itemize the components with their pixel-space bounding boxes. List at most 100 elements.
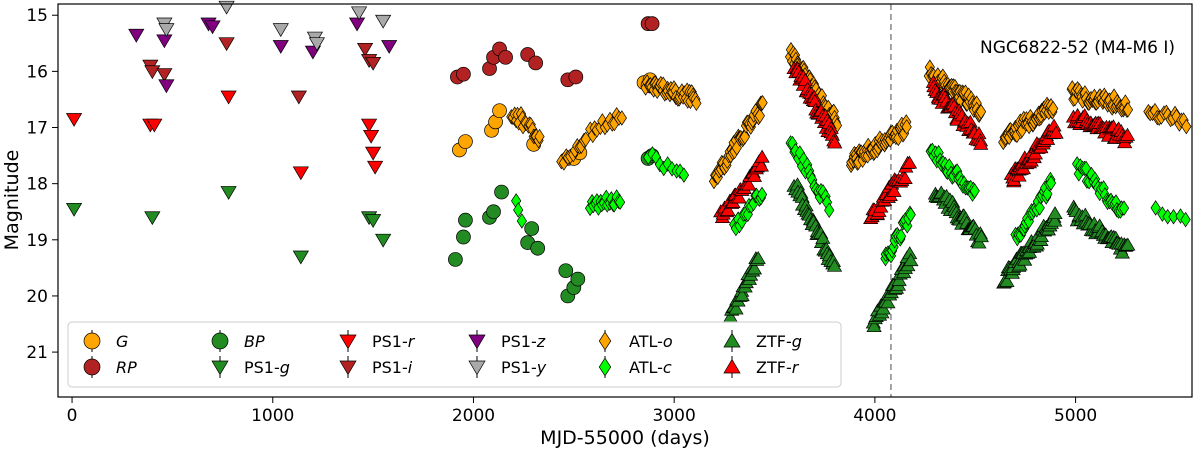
legend-label: BP: [244, 332, 265, 351]
data-point: [746, 168, 763, 182]
data-point: [720, 202, 736, 216]
legend-marker: [339, 334, 357, 350]
data-point: [741, 177, 757, 191]
y-tick-label: 16: [26, 62, 48, 82]
legend-item-ATL-c: ATL-c: [598, 356, 672, 378]
legend-marker: [598, 331, 612, 351]
data-point: [524, 221, 540, 236]
data-point: [901, 155, 918, 169]
data-point: [492, 103, 507, 119]
data-point: [824, 202, 835, 219]
data-point: [756, 186, 768, 203]
legend-label: PS1-g: [244, 358, 290, 377]
data-point: [1150, 200, 1161, 216]
series-RP: [450, 16, 660, 88]
data-point: [1114, 245, 1130, 259]
data-point: [65, 202, 83, 217]
data-point: [678, 167, 690, 183]
data-point: [220, 90, 237, 105]
data-point: [534, 128, 545, 145]
data-point: [375, 14, 392, 29]
data-point: [973, 136, 989, 150]
data-point: [528, 55, 544, 71]
data-point: [292, 166, 309, 181]
data-point: [272, 23, 289, 38]
series-PS1-g: [65, 186, 392, 265]
legend-item-PS1-i: PS1-i: [339, 356, 413, 378]
data-point: [308, 37, 326, 52]
legend-marker: [723, 358, 741, 374]
data-point: [1048, 100, 1059, 117]
data-point: [1122, 101, 1134, 118]
data-point: [895, 228, 907, 245]
legend-label: PS1-z: [501, 332, 546, 351]
data-point: [903, 253, 919, 267]
data-point: [1047, 206, 1063, 220]
data-point: [144, 65, 161, 80]
x-tick-label: 4000: [853, 406, 896, 426]
data-point: [156, 34, 173, 49]
data-point: [146, 118, 163, 133]
legend-item-PS1-y: PS1-y: [468, 356, 547, 378]
legend-label: ZTF-r: [756, 358, 800, 377]
x-tick-label: 2000: [452, 406, 495, 426]
data-point: [458, 134, 473, 149]
data-point: [1047, 213, 1063, 227]
data-point: [731, 190, 747, 204]
data-point: [891, 272, 907, 286]
data-point: [156, 68, 173, 82]
data-point: [362, 129, 380, 144]
legend-marker: [211, 360, 229, 376]
x-tick-label: 0: [67, 406, 78, 426]
data-point: [754, 108, 765, 124]
star-annotation: NGC6822-52 (M4-M6 I): [980, 38, 1175, 58]
data-point: [757, 94, 768, 111]
series-G: [452, 72, 658, 166]
data-point: [826, 258, 843, 272]
legend-marker: [468, 334, 486, 350]
data-point: [973, 229, 989, 243]
y-axis-label: Magnitude: [1, 150, 23, 251]
data-point: [516, 213, 527, 229]
data-point: [290, 90, 307, 105]
data-point: [905, 206, 916, 223]
data-point: [530, 240, 546, 256]
legend-label: PS1-r: [372, 332, 416, 351]
data-point: [350, 6, 368, 21]
data-point: [570, 271, 586, 287]
series-ZTF-g: [722, 177, 1136, 333]
legend-item-BP: BP: [211, 330, 265, 352]
data-point: [348, 17, 366, 32]
data-point: [734, 288, 750, 302]
x-tick-label: 5000: [1054, 406, 1097, 426]
series-ATL-c: [511, 135, 1191, 267]
legend-marker: [339, 360, 357, 376]
data-point: [498, 49, 513, 65]
data-point: [1180, 211, 1191, 228]
legend-marker: [83, 358, 101, 376]
data-point: [1181, 118, 1192, 135]
legend-label: ATL-o: [629, 332, 673, 351]
legend-item-ZTF-g: ZTF-g: [723, 330, 802, 352]
data-point: [568, 69, 584, 85]
legend-item-ZTF-r: ZTF-r: [723, 356, 800, 378]
data-point: [364, 56, 382, 71]
data-point: [272, 40, 289, 54]
data-point: [753, 158, 769, 172]
data-point: [220, 186, 237, 200]
data-point: [486, 204, 501, 220]
data-point: [644, 16, 660, 31]
data-point: [218, 0, 235, 15]
data-point: [360, 118, 378, 133]
data-point: [458, 212, 473, 228]
legend-item-RP: RP: [83, 356, 137, 378]
legend-item-G: G: [83, 330, 128, 352]
data-point: [364, 214, 382, 228]
data-point: [558, 263, 574, 279]
y-tick-label: 15: [26, 6, 48, 26]
legend-label: PS1-y: [501, 358, 547, 377]
legend-label: ZTF-g: [756, 332, 802, 351]
data-point: [739, 129, 750, 145]
data-point: [866, 319, 882, 333]
